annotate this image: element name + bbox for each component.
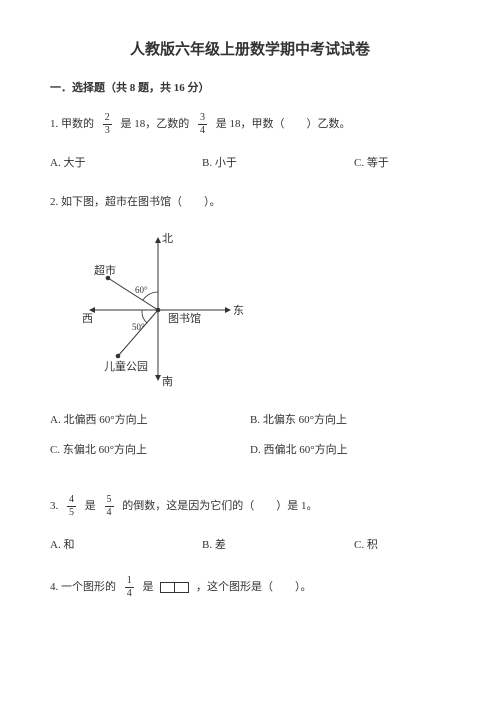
q1-options: A. 大于 B. 小于 C. 等于: [50, 154, 450, 170]
q4-p3: ，这个图形是（ ）。: [196, 581, 312, 593]
label-60: 60°: [135, 285, 148, 295]
question-1: 1. 甲数的 2 3 是 18，乙数的 3 4 是 18，甲数（ ）乙数。: [50, 113, 450, 136]
q1-opt-b: B. 小于: [202, 154, 354, 170]
fraction-1-4: 1 4: [125, 576, 134, 599]
fraction-4-5: 4 5: [67, 495, 76, 518]
q2-options: A. 北偏西 60°方向上 B. 北偏东 60°方向上 C. 东偏北 60°方向…: [50, 411, 450, 471]
q1-text-a: 1. 甲数的: [50, 118, 94, 130]
q2-opt-a: A. 北偏西 60°方向上: [50, 411, 250, 427]
label-west: 西: [82, 313, 93, 325]
q3-opt-c: C. 积: [354, 536, 450, 552]
q2-opt-c: C. 东偏北 60°方向上: [50, 441, 250, 457]
question-2-stem: 2. 如下图，超市在图书馆（ ）。: [50, 194, 450, 212]
q3-p2: 是: [85, 500, 96, 512]
q2-opt-d: D. 西偏北 60°方向上: [250, 441, 450, 457]
q3-options: A. 和 B. 差 C. 积: [50, 536, 450, 552]
label-east: 东: [233, 304, 244, 317]
fraction-5-4: 5 4: [105, 495, 114, 518]
q3-opt-a: A. 和: [50, 536, 202, 552]
q1-text-b: 是 18，乙数的: [121, 118, 190, 130]
shape-icon: [160, 582, 189, 593]
q4-p2: 是: [143, 581, 154, 593]
q2-opt-b: B. 北偏东 60°方向上: [250, 411, 450, 427]
q1-opt-a: A. 大于: [50, 154, 202, 170]
question-3: 3. 4 5 是 5 4 的倒数，这是因为它们的（ ）是 1。: [50, 495, 450, 518]
question-4: 4. 一个图形的 1 4 是 ，这个图形是（ ）。: [50, 576, 450, 599]
label-market: 超市: [94, 263, 116, 277]
q4-p1: 4. 一个图形的: [50, 581, 116, 593]
label-50: 50°: [132, 322, 145, 332]
section-heading: 一．选择题（共 8 题，共 16 分）: [50, 79, 450, 95]
label-library: 图书馆: [168, 311, 201, 325]
compass-diagram: 北 南 东 西 超市 图书馆 儿童公园 60° 50°: [80, 230, 450, 395]
q3-p1: 3.: [50, 500, 58, 512]
exam-page: 人教版六年级上册数学期中考试试卷 一．选择题（共 8 题，共 16 分） 1. …: [0, 0, 500, 637]
q3-opt-b: B. 差: [202, 536, 354, 552]
label-north: 北: [162, 232, 173, 245]
fraction-3-4: 3 4: [198, 113, 207, 136]
label-south: 南: [162, 375, 173, 388]
fraction-2-3: 2 3: [103, 113, 112, 136]
label-park: 儿童公园: [104, 359, 148, 373]
compass-svg: 北 南 东 西 超市 图书馆 儿童公园 60° 50°: [80, 230, 260, 390]
q1-opt-c: C. 等于: [354, 154, 450, 170]
q1-text-c: 是 18，甲数（ ）乙数。: [216, 118, 351, 130]
q3-p3: 的倒数，这是因为它们的（ ）是 1。: [122, 500, 317, 512]
page-title: 人教版六年级上册数学期中考试试卷: [50, 38, 450, 59]
